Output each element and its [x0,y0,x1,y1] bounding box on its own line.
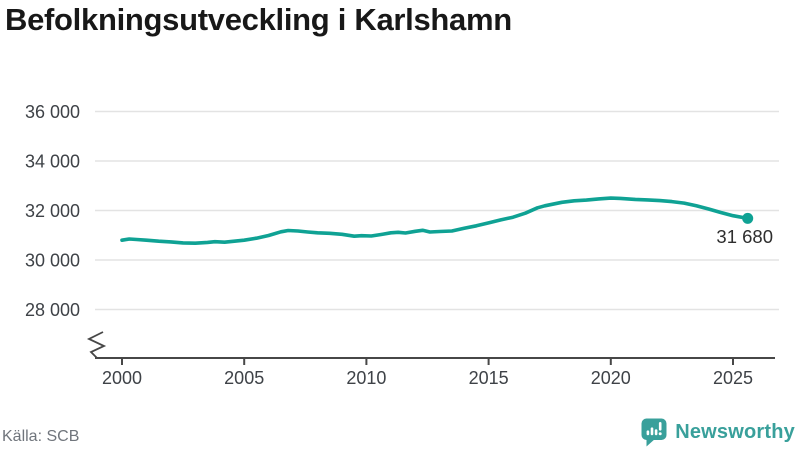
x-tick-label: 2020 [591,368,631,388]
page-title: Befolkningsutveckling i Karlshamn [5,2,512,37]
population-series-line [120,196,750,245]
x-tick-label: 2010 [346,368,386,388]
y-tick-label: 28 000 [25,300,80,320]
axis-break-icon [86,331,107,359]
x-tick-label: 2005 [224,368,264,388]
y-tick-label: 30 000 [25,251,80,271]
x-tick-label: 2000 [102,368,142,388]
series-end-marker [742,212,754,224]
newsworthy-wordmark: Newsworthy [675,421,795,443]
newsworthy-logo[interactable]: Newsworthy [640,417,795,448]
x-tick-label: 2015 [469,368,509,388]
y-tick-label: 32 000 [25,201,80,221]
newsworthy-icon [641,418,667,447]
end-value-label: 31 680 [716,226,773,247]
source-note: Källa: SCB [2,428,80,445]
y-tick-label: 36 000 [25,102,80,122]
x-tick-label: 2025 [713,368,753,388]
y-tick-label: 34 000 [25,152,80,172]
